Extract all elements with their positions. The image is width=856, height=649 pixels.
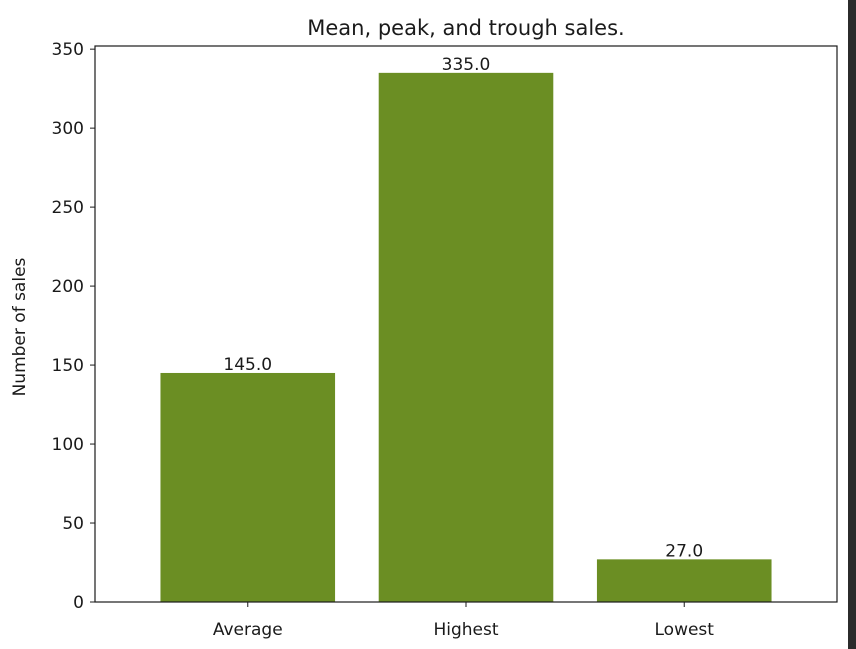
- data-label-average: 145.0: [223, 355, 272, 375]
- data-label-highest: 335.0: [442, 55, 491, 75]
- bar-highest: [378, 72, 554, 602]
- plot-area: 145.0 Average 335.0 Highest 27.0 Lowest 0 50 100…: [52, 40, 838, 640]
- data-label-lowest: 27.0: [665, 541, 703, 561]
- bar-average: [160, 372, 336, 602]
- axes-frame: [94, 45, 838, 603]
- y-tick-label: 250: [52, 198, 84, 218]
- y-tick-label: 100: [52, 435, 84, 455]
- y-axis-label: Number of sales: [10, 257, 30, 396]
- x-tick-label-lowest: Lowest: [655, 620, 715, 640]
- y-tick-label: 50: [62, 514, 84, 534]
- y-tick-label: 350: [52, 40, 84, 60]
- x-tick-label-average: Average: [213, 620, 283, 640]
- y-tick-label: 0: [73, 593, 84, 613]
- bar-lowest: [596, 559, 772, 602]
- y-tick-label: 300: [52, 119, 84, 139]
- y-tick-label: 200: [52, 277, 84, 297]
- y-tick-label: 150: [52, 356, 84, 376]
- chart-title: Mean, peak, and trough sales.: [307, 16, 624, 40]
- x-tick-label-highest: Highest: [433, 620, 498, 640]
